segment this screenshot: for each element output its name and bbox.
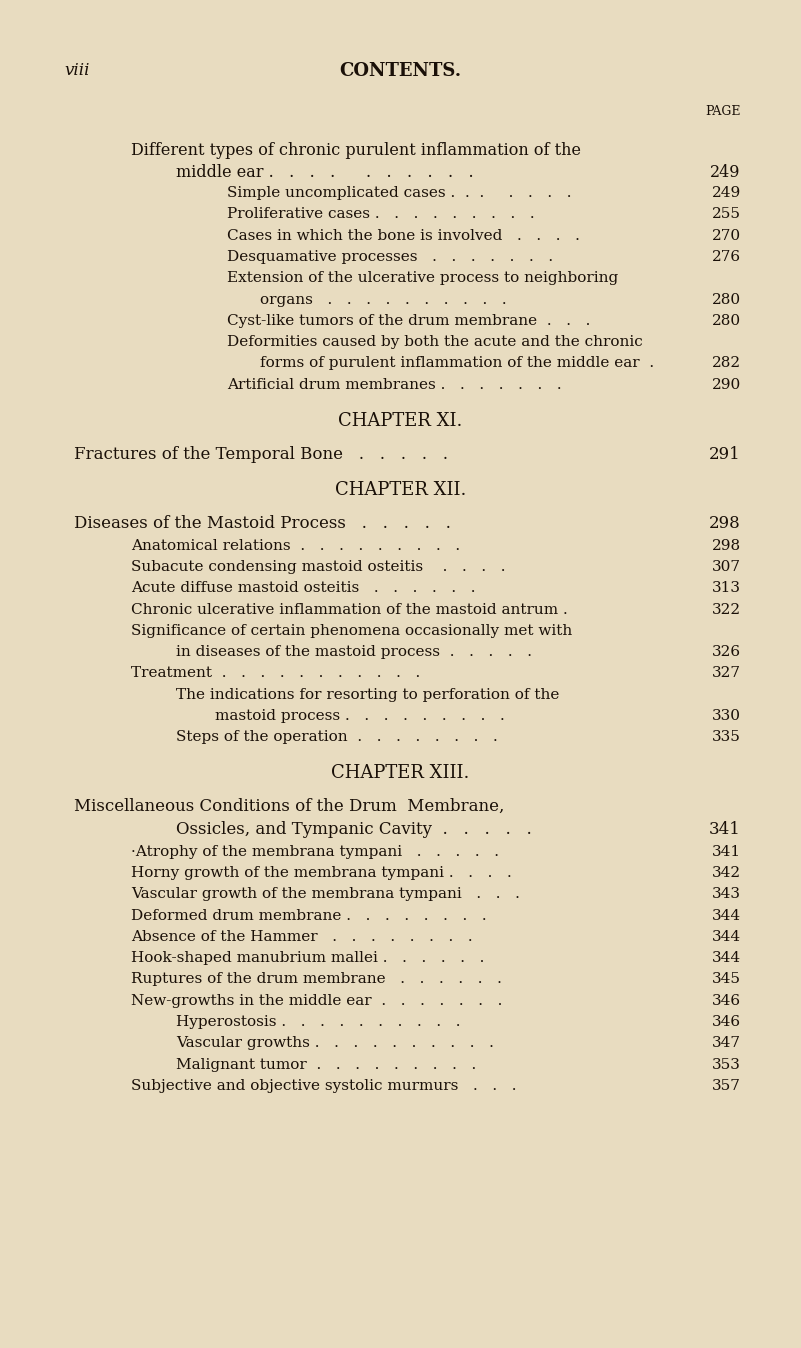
- Text: 255: 255: [712, 208, 741, 221]
- Text: Vascular growths .   .   .   .   .   .   .   .   .   .: Vascular growths . . . . . . . . . .: [176, 1037, 494, 1050]
- Text: Fractures of the Temporal Bone   .   .   .   .   .: Fractures of the Temporal Bone . . . . .: [74, 446, 448, 462]
- Text: 342: 342: [712, 865, 741, 880]
- Text: Different types of chronic purulent inflammation of the: Different types of chronic purulent infl…: [131, 142, 582, 159]
- Text: Subjective and objective systolic murmurs   .   .   .: Subjective and objective systolic murmur…: [131, 1078, 517, 1093]
- Text: ·Atrophy of the membrana tympani   .   .   .   .   .: ·Atrophy of the membrana tympani . . . .…: [131, 845, 499, 859]
- Text: Cases in which the bone is involved   .   .   .   .: Cases in which the bone is involved . . …: [227, 229, 581, 243]
- Text: Ossicles, and Tympanic Cavity  .   .   .   .   .: Ossicles, and Tympanic Cavity . . . . .: [176, 821, 532, 838]
- Text: 313: 313: [712, 581, 741, 596]
- Text: 341: 341: [709, 821, 741, 838]
- Text: Subacute condensing mastoid osteitis    .   .   .   .: Subacute condensing mastoid osteitis . .…: [131, 559, 506, 574]
- Text: 291: 291: [709, 446, 741, 462]
- Text: 341: 341: [712, 845, 741, 859]
- Text: 298: 298: [709, 515, 741, 532]
- Text: 344: 344: [712, 930, 741, 944]
- Text: 270: 270: [712, 229, 741, 243]
- Text: 322: 322: [712, 603, 741, 616]
- Text: Significance of certain phenomena occasionally met with: Significance of certain phenomena occasi…: [131, 624, 573, 638]
- Text: Horny growth of the membrana tympani .   .   .   .: Horny growth of the membrana tympani . .…: [131, 865, 512, 880]
- Text: Hook-shaped manubrium mallei .   .   .   .   .   .: Hook-shaped manubrium mallei . . . . . .: [131, 952, 485, 965]
- Text: 327: 327: [712, 666, 741, 681]
- Text: Miscellaneous Conditions of the Drum  Membrane,: Miscellaneous Conditions of the Drum Mem…: [74, 798, 504, 816]
- Text: The indications for resorting to perforation of the: The indications for resorting to perfora…: [176, 687, 560, 702]
- Text: Vascular growth of the membrana tympani   .   .   .: Vascular growth of the membrana tympani …: [131, 887, 520, 902]
- Text: 280: 280: [712, 314, 741, 328]
- Text: 345: 345: [712, 972, 741, 987]
- Text: Deformities caused by both the acute and the chronic: Deformities caused by both the acute and…: [227, 336, 643, 349]
- Text: 357: 357: [712, 1078, 741, 1093]
- Text: Malignant tumor  .   .   .   .   .   .   .   .   .: Malignant tumor . . . . . . . . .: [176, 1058, 477, 1072]
- Text: 249: 249: [711, 186, 741, 200]
- Text: CHAPTER XIII.: CHAPTER XIII.: [332, 764, 469, 782]
- Text: 330: 330: [712, 709, 741, 723]
- Text: 276: 276: [712, 249, 741, 264]
- Text: Hyperostosis .   .   .   .   .   .   .   .   .   .: Hyperostosis . . . . . . . . . .: [176, 1015, 461, 1029]
- Text: Desquamative processes   .   .   .   .   .   .   .: Desquamative processes . . . . . . .: [227, 249, 553, 264]
- Text: 280: 280: [712, 293, 741, 306]
- Text: Artificial drum membranes .   .   .   .   .   .   .: Artificial drum membranes . . . . . . .: [227, 377, 562, 392]
- Text: middle ear .   .   .   .      .   .   .   .   .   .: middle ear . . . . . . . . . .: [176, 164, 474, 181]
- Text: Proliferative cases .   .   .   .   .   .   .   .   .: Proliferative cases . . . . . . . . .: [227, 208, 535, 221]
- Text: 346: 346: [712, 993, 741, 1008]
- Text: Diseases of the Mastoid Process   .   .   .   .   .: Diseases of the Mastoid Process . . . . …: [74, 515, 451, 532]
- Text: organs   .   .   .   .   .   .   .   .   .   .: organs . . . . . . . . . .: [260, 293, 506, 306]
- Text: Ruptures of the drum membrane   .   .   .   .   .   .: Ruptures of the drum membrane . . . . . …: [131, 972, 502, 987]
- Text: 343: 343: [712, 887, 741, 902]
- Text: Simple uncomplicated cases .  .  .     .   .   .   .: Simple uncomplicated cases . . . . . . .: [227, 186, 572, 200]
- Text: 298: 298: [712, 539, 741, 553]
- Text: viii: viii: [64, 62, 90, 80]
- Text: 282: 282: [712, 356, 741, 371]
- Text: PAGE: PAGE: [706, 105, 741, 119]
- Text: 344: 344: [712, 952, 741, 965]
- Text: 307: 307: [712, 559, 741, 574]
- Text: Chronic ulcerative inflammation of the mastoid antrum .: Chronic ulcerative inflammation of the m…: [131, 603, 568, 616]
- Text: 290: 290: [711, 377, 741, 392]
- Text: Acute diffuse mastoid osteitis   .   .   .   .   .   .: Acute diffuse mastoid osteitis . . . . .…: [131, 581, 476, 596]
- Text: Cyst-like tumors of the drum membrane  .   .   .: Cyst-like tumors of the drum membrane . …: [227, 314, 591, 328]
- Text: Deformed drum membrane .   .   .   .   .   .   .   .: Deformed drum membrane . . . . . . . .: [131, 909, 487, 922]
- Text: mastoid process .   .   .   .   .   .   .   .   .: mastoid process . . . . . . . . .: [215, 709, 505, 723]
- Text: 353: 353: [712, 1058, 741, 1072]
- Text: Treatment  .   .   .   .   .   .   .   .   .   .   .: Treatment . . . . . . . . . . .: [131, 666, 421, 681]
- Text: 344: 344: [712, 909, 741, 922]
- Text: CONTENTS.: CONTENTS.: [340, 62, 461, 80]
- Text: Extension of the ulcerative process to neighboring: Extension of the ulcerative process to n…: [227, 271, 618, 286]
- Text: CHAPTER XI.: CHAPTER XI.: [338, 411, 463, 430]
- Text: Anatomical relations  .   .   .   .   .   .   .   .   .: Anatomical relations . . . . . . . . .: [131, 539, 461, 553]
- Text: 346: 346: [712, 1015, 741, 1029]
- Text: CHAPTER XII.: CHAPTER XII.: [335, 481, 466, 500]
- Text: New-growths in the middle ear  .   .   .   .   .   .   .: New-growths in the middle ear . . . . . …: [131, 993, 503, 1008]
- Text: in diseases of the mastoid process  .   .   .   .   .: in diseases of the mastoid process . . .…: [176, 646, 532, 659]
- Text: 347: 347: [712, 1037, 741, 1050]
- Text: Absence of the Hammer   .   .   .   .   .   .   .   .: Absence of the Hammer . . . . . . . .: [131, 930, 473, 944]
- Text: 326: 326: [712, 646, 741, 659]
- Text: 249: 249: [710, 164, 741, 181]
- Text: forms of purulent inflammation of the middle ear  .: forms of purulent inflammation of the mi…: [260, 356, 654, 371]
- Text: 335: 335: [712, 731, 741, 744]
- Text: Steps of the operation  .   .   .   .   .   .   .   .: Steps of the operation . . . . . . . .: [176, 731, 498, 744]
